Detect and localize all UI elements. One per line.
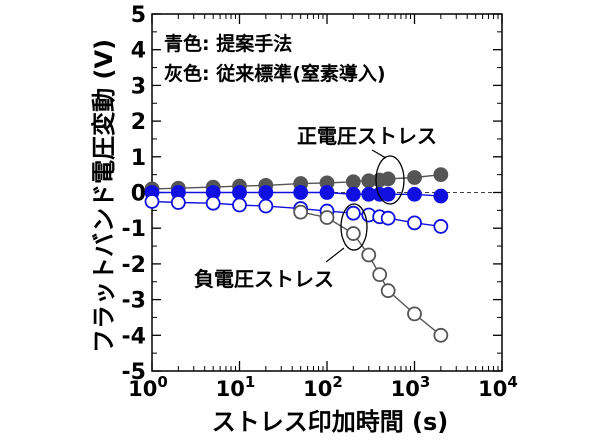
data-point-gray-filled <box>345 174 361 190</box>
y-tick-label: -4 <box>122 324 146 349</box>
data-point-gray-open <box>372 267 388 283</box>
data-point-gray-open <box>433 327 449 343</box>
data-point-blue-open <box>258 198 274 214</box>
y-tick-label: 0 <box>131 182 146 207</box>
y-tick-label: -3 <box>122 289 146 314</box>
x-tick-label: 100 <box>128 373 168 401</box>
y-axis-label: フラットバンド電圧変動 (V) <box>90 39 118 353</box>
data-point-gray-filled <box>433 167 449 183</box>
annotation-negative-leader <box>325 247 345 263</box>
data-point-gray-filled <box>407 170 422 185</box>
data-point-blue-filled <box>293 185 309 200</box>
data-point-blue-open <box>144 194 160 209</box>
y-tick-label: -5 <box>122 360 146 385</box>
x-tick-label: 101 <box>216 373 256 401</box>
annotation-positive-ellipse <box>375 155 405 205</box>
annotation-negative-stress: 負電圧ストレス <box>194 267 334 291</box>
data-point-gray-open <box>380 283 396 299</box>
data-point-gray-open <box>345 226 361 241</box>
data-point-blue-open <box>380 210 396 226</box>
x-axis-label: ストレス印加時間 (s) <box>212 408 449 436</box>
data-point-blue-filled <box>407 186 422 202</box>
data-point-blue-open <box>433 219 449 234</box>
legend-line-conventional: 灰色: 従来標準(窒素導入) <box>164 62 386 85</box>
data-point-blue-open <box>407 215 422 231</box>
data-point-blue-open <box>345 205 361 221</box>
legend-line-proposed: 青色: 提案手法 <box>164 32 292 55</box>
data-point-gray-open <box>319 210 335 225</box>
y-tick-label: 2 <box>131 110 146 135</box>
data-point-blue-open <box>232 197 247 213</box>
data-point-gray-open <box>407 306 422 322</box>
y-tick-label: 3 <box>131 74 146 99</box>
data-point-blue-filled <box>345 186 361 202</box>
y-tick-label: 4 <box>131 39 146 64</box>
x-tick-label: 102 <box>303 373 343 401</box>
data-point-blue-filled <box>258 185 274 200</box>
x-tick-label: 103 <box>391 373 431 401</box>
data-point-blue-open <box>205 195 221 211</box>
data-point-gray-open <box>361 247 377 263</box>
y-tick-label: -1 <box>122 217 146 242</box>
data-point-blue-open <box>170 195 186 210</box>
annotation-positive-leader <box>371 149 387 159</box>
data-point-blue-filled <box>232 185 247 200</box>
annotation-negative-ellipse <box>340 203 368 251</box>
data-point-blue-filled <box>433 188 449 204</box>
data-series <box>144 167 449 343</box>
data-point-gray-filled <box>380 171 396 187</box>
annotation-positive-stress: 正電圧ストレス <box>297 124 437 148</box>
data-point-blue-filled <box>319 185 335 200</box>
x-tick-label: 104 <box>478 373 518 401</box>
data-point-gray-open <box>293 204 309 220</box>
y-tick-label: 5 <box>131 3 146 28</box>
data-point-blue-filled <box>380 186 396 202</box>
y-tick-label: 1 <box>131 146 146 171</box>
y-tick-label: -2 <box>122 253 146 278</box>
